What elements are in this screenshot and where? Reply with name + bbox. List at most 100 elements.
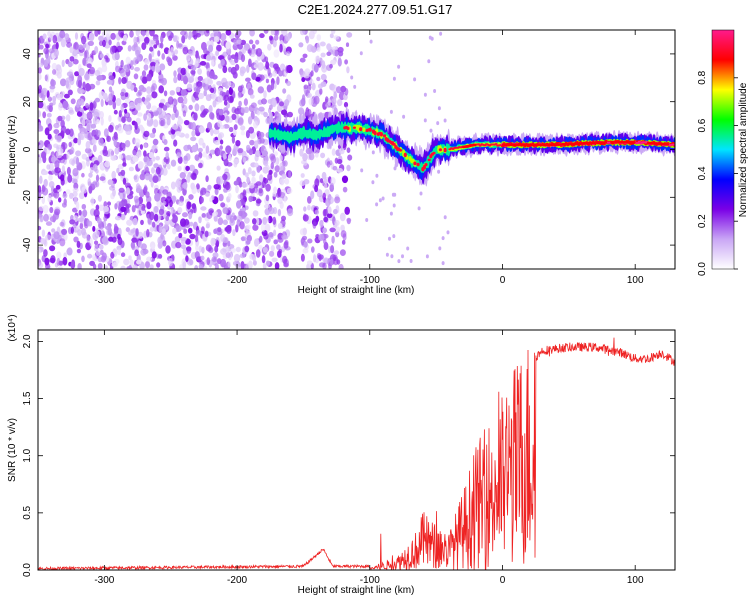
noise-cell <box>285 51 291 57</box>
noise-cell <box>38 144 43 151</box>
noise-cell <box>218 193 224 202</box>
noise-cell <box>278 70 283 77</box>
noise-cell <box>190 69 196 75</box>
noise-cell <box>319 41 326 47</box>
noise-cell <box>112 101 117 110</box>
noise-cell <box>233 129 237 136</box>
noise-cell <box>229 215 235 224</box>
noise-cell <box>143 36 150 44</box>
noise-cell <box>323 258 329 264</box>
noise-cell <box>214 263 219 269</box>
noise-cell <box>156 107 163 115</box>
x-tick-label: -300 <box>94 575 114 586</box>
noise-cell <box>391 192 395 197</box>
noise-cell <box>137 231 144 239</box>
noise-cell <box>248 260 253 269</box>
noise-cell <box>273 229 277 237</box>
noise-cell <box>194 103 200 112</box>
noise-cell <box>45 234 52 241</box>
noise-cell <box>239 253 246 259</box>
noise-cell <box>100 116 104 126</box>
noise-cell <box>213 36 220 43</box>
noise-cell <box>223 153 227 160</box>
noise-cell <box>198 264 204 269</box>
noise-cell <box>325 103 332 108</box>
y-tick-label: 2.0 <box>22 334 33 348</box>
noise-cell <box>194 92 200 101</box>
noise-cell <box>183 120 190 126</box>
noise-cell <box>360 168 364 173</box>
noise-cell <box>262 247 268 253</box>
noise-cell <box>167 57 173 67</box>
ridge-cell <box>672 143 675 146</box>
noise-cell <box>346 147 351 153</box>
noise-cell <box>248 182 255 189</box>
noise-cell <box>331 148 336 156</box>
noise-cell <box>268 232 274 238</box>
noise-cell <box>236 200 242 209</box>
noise-cell <box>252 224 259 231</box>
ridge-cell <box>438 148 442 152</box>
noise-cell <box>171 254 175 260</box>
noise-cell <box>77 229 82 236</box>
noise-cell <box>206 55 211 60</box>
noise-cell <box>428 35 432 40</box>
noise-cell <box>130 241 136 249</box>
noise-cell <box>272 216 277 225</box>
noise-cell <box>87 253 93 259</box>
noise-cell <box>375 202 379 207</box>
noise-cell <box>92 100 97 109</box>
noise-cell <box>195 230 202 236</box>
noise-cell <box>161 228 166 236</box>
noise-cell <box>80 98 85 106</box>
ridge-cell <box>413 161 417 166</box>
noise-cell <box>259 174 264 182</box>
noise-cell <box>92 144 97 153</box>
noise-cell <box>320 81 327 87</box>
noise-cell <box>60 78 67 87</box>
noise-cell <box>344 59 348 65</box>
noise-cell <box>98 204 105 212</box>
noise-cell <box>258 106 265 112</box>
noise-cell <box>283 160 288 167</box>
noise-cell <box>114 52 120 61</box>
noise-cell <box>437 106 441 111</box>
noise-cell <box>49 245 56 252</box>
noise-cell <box>47 31 51 37</box>
noise-cell <box>82 81 86 90</box>
noise-cell <box>332 84 338 94</box>
noise-cell <box>329 182 334 189</box>
noise-cell <box>56 146 60 153</box>
noise-cell <box>145 261 150 269</box>
noise-cell <box>241 236 245 242</box>
ridge-cell <box>636 142 640 145</box>
noise-cell <box>255 198 262 204</box>
noise-cell <box>222 219 228 226</box>
noise-cell <box>271 257 278 263</box>
noise-cell <box>61 59 65 68</box>
ridge-cell <box>352 126 356 129</box>
noise-cell <box>52 95 57 103</box>
noise-cell <box>262 262 267 269</box>
noise-cell <box>118 30 124 38</box>
noise-cell <box>333 208 338 215</box>
noise-cell <box>92 111 100 118</box>
noise-cell <box>194 154 200 161</box>
noise-cell <box>347 154 353 161</box>
noise-cell <box>53 231 60 240</box>
noise-cell <box>94 97 101 103</box>
noise-cell <box>146 256 153 262</box>
noise-cell <box>82 209 88 218</box>
noise-cell <box>200 206 207 211</box>
noise-cell <box>303 84 309 90</box>
noise-cell <box>117 127 124 134</box>
ridge-cell <box>392 142 396 146</box>
noise-cell <box>260 223 266 232</box>
x-tick-label: 0 <box>500 575 506 586</box>
noise-cell <box>244 217 250 224</box>
noise-cell <box>42 187 49 196</box>
noise-cell <box>220 33 227 41</box>
noise-cell <box>322 238 327 245</box>
noise-cell <box>268 216 272 222</box>
noise-cell <box>158 213 162 221</box>
